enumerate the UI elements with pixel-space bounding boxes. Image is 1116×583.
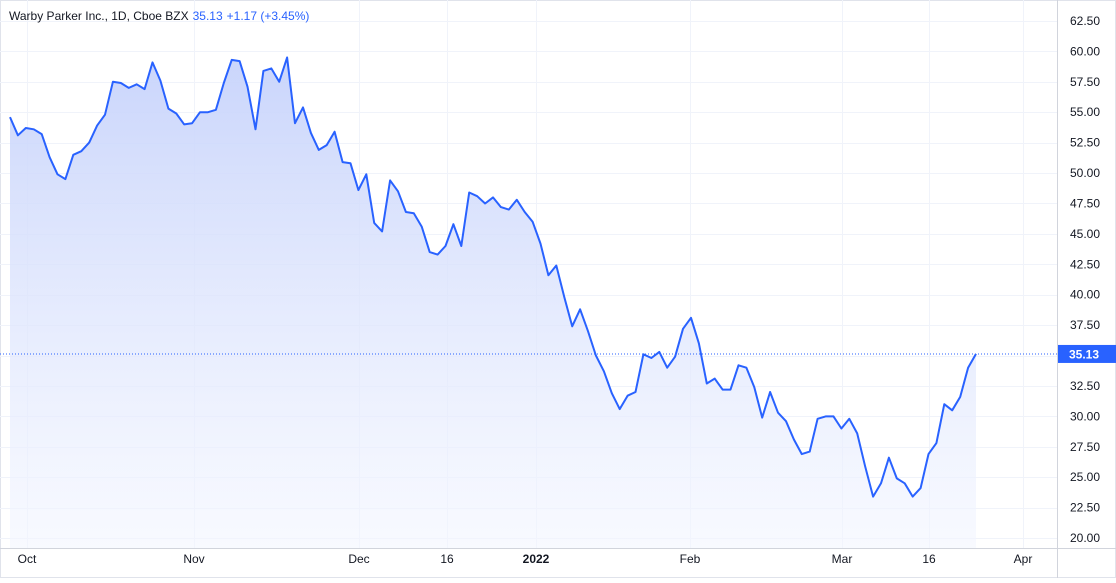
price-tick-label: 25.00 [1070, 470, 1100, 484]
last-price-tag: 35.13 [1058, 344, 1116, 363]
last-price-tag-label: 35.13 [1069, 347, 1099, 361]
legend-change: +1.17 (+3.45%) [226, 9, 310, 23]
last-price-tag-bg [1058, 344, 1116, 363]
price-tick-label: 27.50 [1070, 440, 1100, 454]
price-tick-label: 50.00 [1070, 166, 1100, 180]
price-axis[interactable]: 20.0022.5025.0027.5030.0032.5035.0037.50… [1070, 14, 1100, 545]
price-tick-label: 45.00 [1070, 227, 1100, 241]
time-tick-label: Feb [680, 552, 701, 566]
time-tick-label: 16 [440, 552, 454, 566]
time-tick-label: Mar [832, 552, 853, 566]
price-tick-label: 40.00 [1070, 288, 1100, 302]
price-tick-label: 20.00 [1070, 531, 1100, 545]
price-tick-label: 47.50 [1070, 196, 1100, 210]
legend: Warby Parker Inc., 1D, Cboe BZX 35.13 +1.1… [9, 9, 309, 23]
price-tick-label: 52.50 [1070, 136, 1100, 150]
legend-last-price: 35.13 [192, 9, 223, 23]
time-tick-label: 16 [922, 552, 936, 566]
series-area [10, 57, 976, 548]
price-tick-label: 55.00 [1070, 105, 1100, 119]
time-tick-label: Oct [18, 552, 37, 566]
time-tick-label: Nov [183, 552, 204, 566]
time-axis[interactable]: Oct Nov Dec 16 2022 Feb Mar 16 Apr [18, 552, 1033, 566]
price-tick-label: 42.50 [1070, 257, 1100, 271]
price-tick-label: 30.00 [1070, 409, 1100, 423]
price-tick-label: 57.50 [1070, 75, 1100, 89]
price-tick-label: 32.50 [1070, 379, 1100, 393]
series-line [9, 56, 977, 498]
time-tick-label: Dec [348, 552, 369, 566]
legend-symbol: Warby Parker Inc., 1D, Cboe BZX [9, 9, 189, 23]
time-tick-label: 2022 [523, 552, 550, 566]
price-tick-label: 37.50 [1070, 318, 1100, 332]
price-tick-label: 22.50 [1070, 501, 1100, 515]
time-tick-label: Apr [1014, 552, 1033, 566]
price-tick-label: 62.50 [1070, 14, 1100, 28]
price-tick-label: 60.00 [1070, 44, 1100, 58]
